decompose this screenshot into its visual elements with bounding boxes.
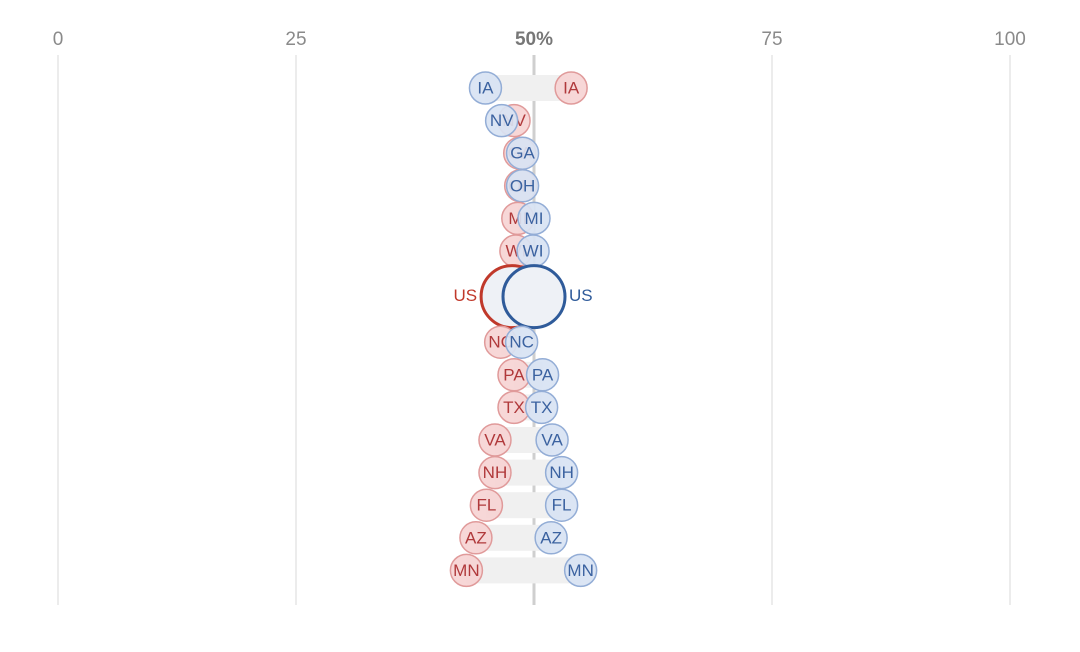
dot-label: TX <box>503 398 525 417</box>
range-bar <box>466 557 581 584</box>
dot-label: NH <box>483 463 508 482</box>
dot-label: GA <box>510 144 535 163</box>
x-tick-label: 100 <box>994 29 1026 50</box>
dot <box>563 553 598 588</box>
dot-label: IA <box>563 78 580 97</box>
dot <box>469 488 504 522</box>
dot-label: PA <box>503 365 525 384</box>
dot <box>478 455 512 490</box>
dot <box>544 488 579 522</box>
dot-label: MN <box>567 561 593 580</box>
x-tick-label: 25 <box>285 29 306 50</box>
dot <box>484 103 519 138</box>
dot-label: MN <box>453 561 479 580</box>
dot-label: VA <box>484 430 506 449</box>
dot <box>535 423 569 457</box>
dot <box>449 553 484 588</box>
dot <box>501 264 567 330</box>
x-tick-label: 50% <box>515 29 553 50</box>
dot-label: WI <box>523 241 544 260</box>
dot-label: PA <box>532 365 554 384</box>
dot-label: IA <box>477 78 494 97</box>
dot-label: AZ <box>540 528 562 547</box>
dot-label: NH <box>549 463 574 482</box>
dot <box>504 325 539 359</box>
dot-label: MI <box>525 209 544 228</box>
dot-label: FL <box>552 496 572 515</box>
dot-label: NV <box>490 111 514 130</box>
x-tick-label: 75 <box>761 29 782 50</box>
dot-label: VA <box>541 430 563 449</box>
dot-label: NC <box>509 333 534 352</box>
x-tick-label: 0 <box>53 29 64 50</box>
dot-label: TX <box>531 398 553 417</box>
dot-label: OH <box>510 176 536 195</box>
dot <box>505 169 540 203</box>
dot <box>524 390 559 425</box>
dot-label: AZ <box>465 528 487 547</box>
dot-label: FL <box>476 496 496 515</box>
dot <box>534 521 568 555</box>
dot-label: US <box>569 286 593 305</box>
dot <box>459 521 493 555</box>
dot <box>554 71 588 105</box>
dot-label: US <box>453 286 477 305</box>
dot <box>468 71 503 105</box>
